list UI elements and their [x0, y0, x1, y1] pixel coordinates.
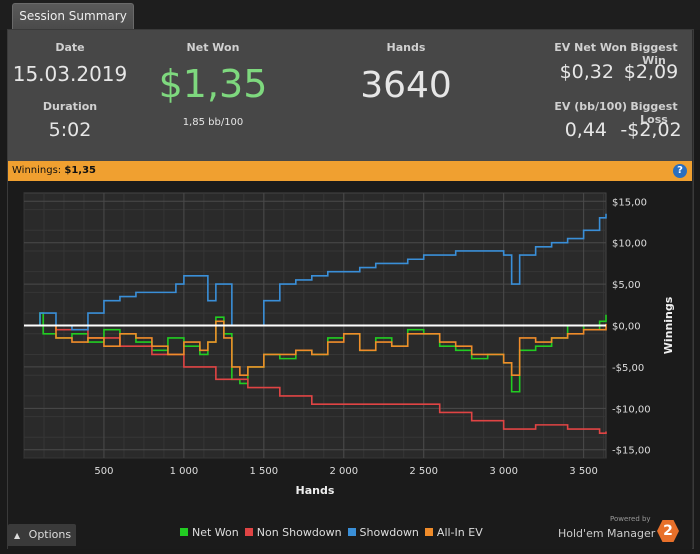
x-tick-label: 3 500 — [569, 466, 598, 477]
brand-logo-icon: 2 — [657, 520, 679, 542]
help-icon[interactable]: ? — [673, 164, 687, 178]
legend-item: Net Won — [180, 526, 239, 539]
ev-bb-value: 0,44 — [564, 119, 607, 141]
legend-swatch — [180, 528, 188, 536]
winnings-label: Winnings: — [12, 165, 62, 176]
date-label: Date — [55, 41, 85, 54]
legend-label: All-In EV — [436, 526, 483, 539]
legend-label: Non Showdown — [256, 526, 342, 539]
x-tick-label: 2 500 — [409, 466, 438, 477]
duration-label: Duration — [42, 100, 98, 113]
ev-net-won-value: $0,32 — [559, 61, 614, 83]
winnings-banner: Winnings: $1,35 ? — [8, 161, 692, 181]
chart-svg: $15,00 $10,00 $5,00 $0,00 -$5,00 -$10,00 -$15,… — [23, 192, 675, 497]
chart-legend: Net Won Non Showdown Showdown All-In EV — [180, 526, 489, 540]
date-value: 15.03.2019 — [12, 62, 128, 86]
ev-net-won-label: EV Net Won — [554, 41, 627, 54]
y-tick-label: -$5,00 — [612, 363, 644, 374]
summary-panel: Date 15.03.2019 Duration 5:02 Net Won $1… — [8, 30, 692, 161]
biggest-loss-value: -$2,02 — [620, 119, 682, 141]
powered-by-label: Powered by — [610, 515, 651, 523]
y-tick-label: -$15,00 — [612, 446, 651, 457]
legend-item: All-In EV — [424, 526, 483, 539]
hands-label: Hands — [386, 41, 426, 54]
biggest-win-label: Biggest Win — [630, 41, 678, 67]
y-axis-title: Winnings — [662, 296, 675, 354]
legend-item: Non Showdown — [244, 526, 342, 539]
legend-swatch — [244, 528, 253, 536]
biggest-loss-label: Biggest Loss — [630, 100, 678, 126]
legend-item: Showdown — [347, 526, 419, 539]
ev-bb-label: EV (bb/100) — [554, 100, 627, 113]
tab-session-summary[interactable]: Session Summary — [12, 3, 134, 30]
legend-swatch — [424, 528, 433, 536]
legend-label: Net Won — [192, 526, 239, 539]
options-label: Options — [28, 528, 72, 541]
y-tick-label: $0,00 — [612, 322, 641, 333]
x-tick-label: 1 500 — [250, 466, 279, 477]
y-tick-label: $5,00 — [612, 280, 641, 291]
winnings-chart: $15,00 $10,00 $5,00 $0,00 -$5,00 -$10,00 -$15,… — [8, 181, 692, 549]
tab-bar: Session Summary — [0, 0, 700, 30]
options-button[interactable]: ▲ Options — [8, 524, 76, 546]
y-tick-label: $15,00 — [612, 197, 647, 208]
brand-name: Hold'em Manager — [558, 527, 656, 540]
biggest-win-value: $2,09 — [623, 61, 679, 83]
x-tick-label: 500 — [94, 466, 113, 477]
x-tick-label: 1 000 — [170, 466, 199, 477]
net-won-label: Net Won — [186, 41, 240, 54]
duration-value: 5:02 — [48, 119, 92, 141]
winnings-value: $1,35 — [64, 165, 96, 176]
net-won-value: $1,35 — [158, 62, 268, 106]
x-axis-title: Hands — [296, 484, 335, 497]
legend-swatch — [347, 528, 356, 536]
chevron-up-icon: ▲ — [14, 531, 21, 540]
y-tick-label: -$10,00 — [612, 404, 651, 415]
legend-label: Showdown — [359, 526, 419, 539]
x-tick-label: 3 000 — [489, 466, 518, 477]
series-line-showdown — [24, 213, 607, 331]
y-tick-label: $10,00 — [612, 239, 647, 250]
x-tick-label: 2 000 — [329, 466, 358, 477]
series-line-all-in-ev — [24, 320, 607, 376]
net-won-bb: 1,85 bb/100 — [182, 117, 244, 128]
hands-value: 3640 — [360, 65, 452, 106]
